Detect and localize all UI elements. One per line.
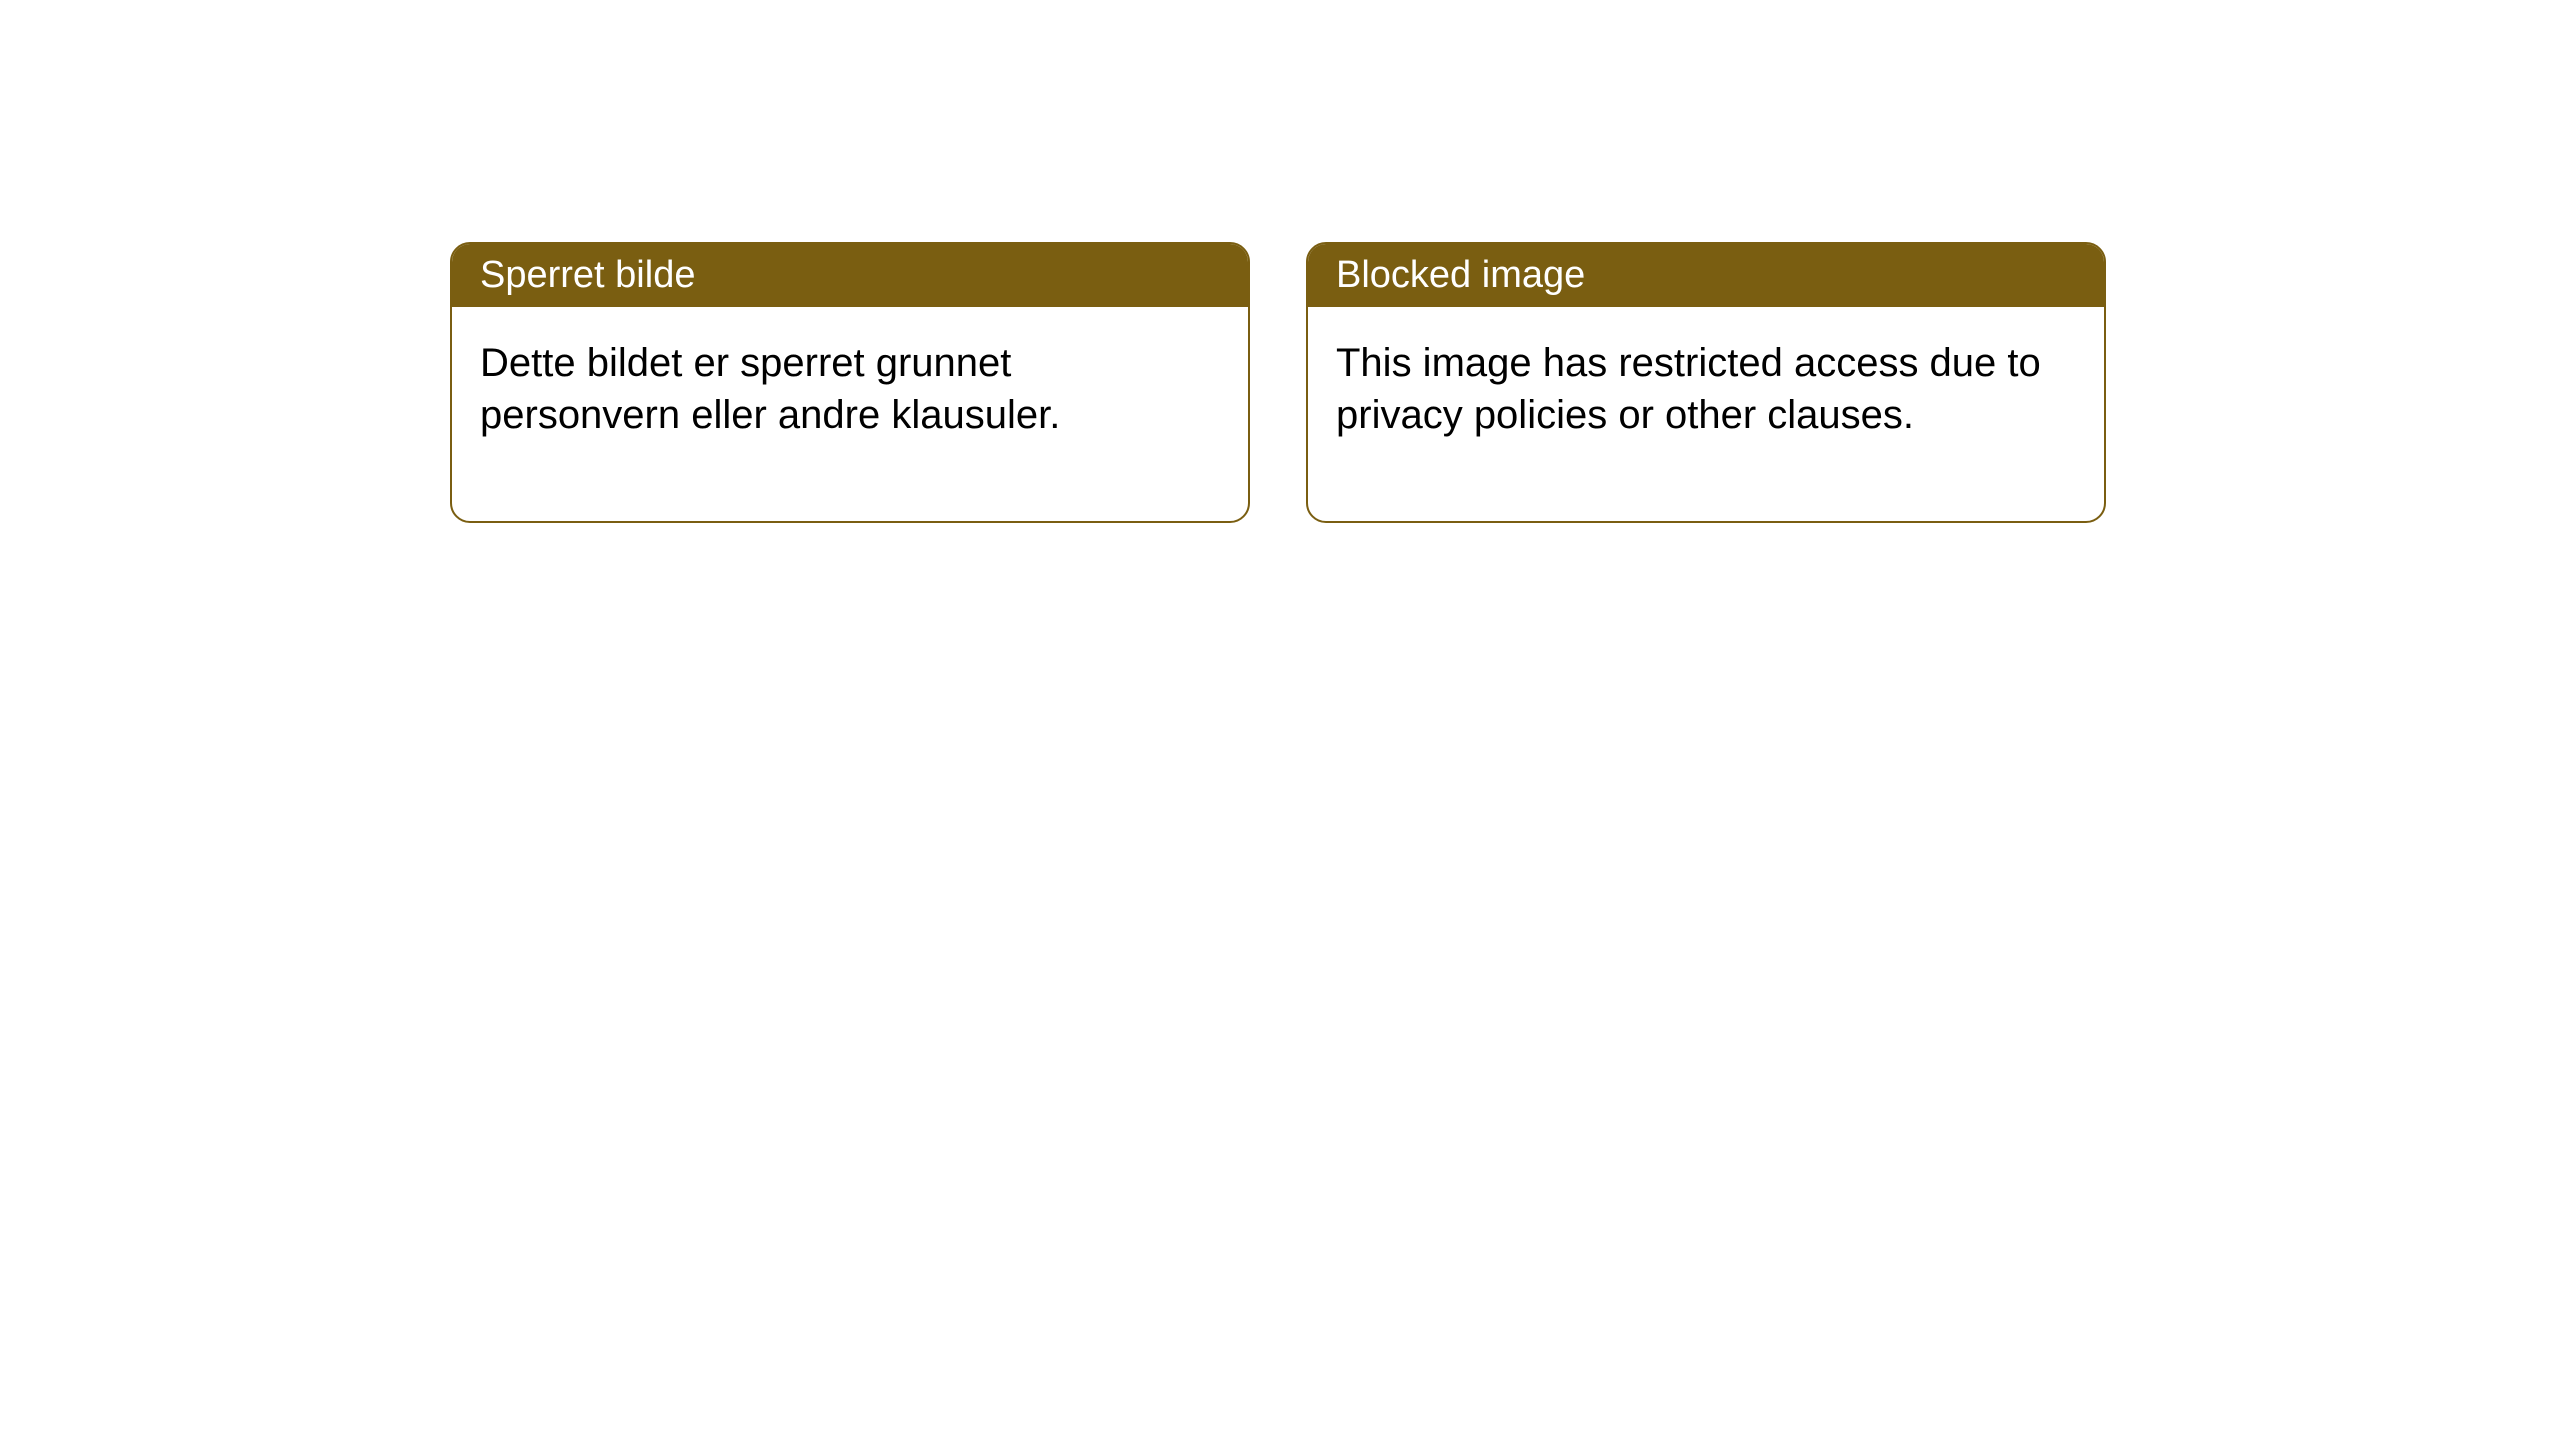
notice-card-english: Blocked image This image has restricted … [1306,242,2106,523]
card-body: Dette bildet er sperret grunnet personve… [452,307,1248,521]
notice-card-norwegian: Sperret bilde Dette bildet er sperret gr… [450,242,1250,523]
card-body: This image has restricted access due to … [1308,307,2104,521]
card-header: Sperret bilde [452,244,1248,307]
notice-cards-container: Sperret bilde Dette bildet er sperret gr… [450,242,2106,523]
card-header: Blocked image [1308,244,2104,307]
